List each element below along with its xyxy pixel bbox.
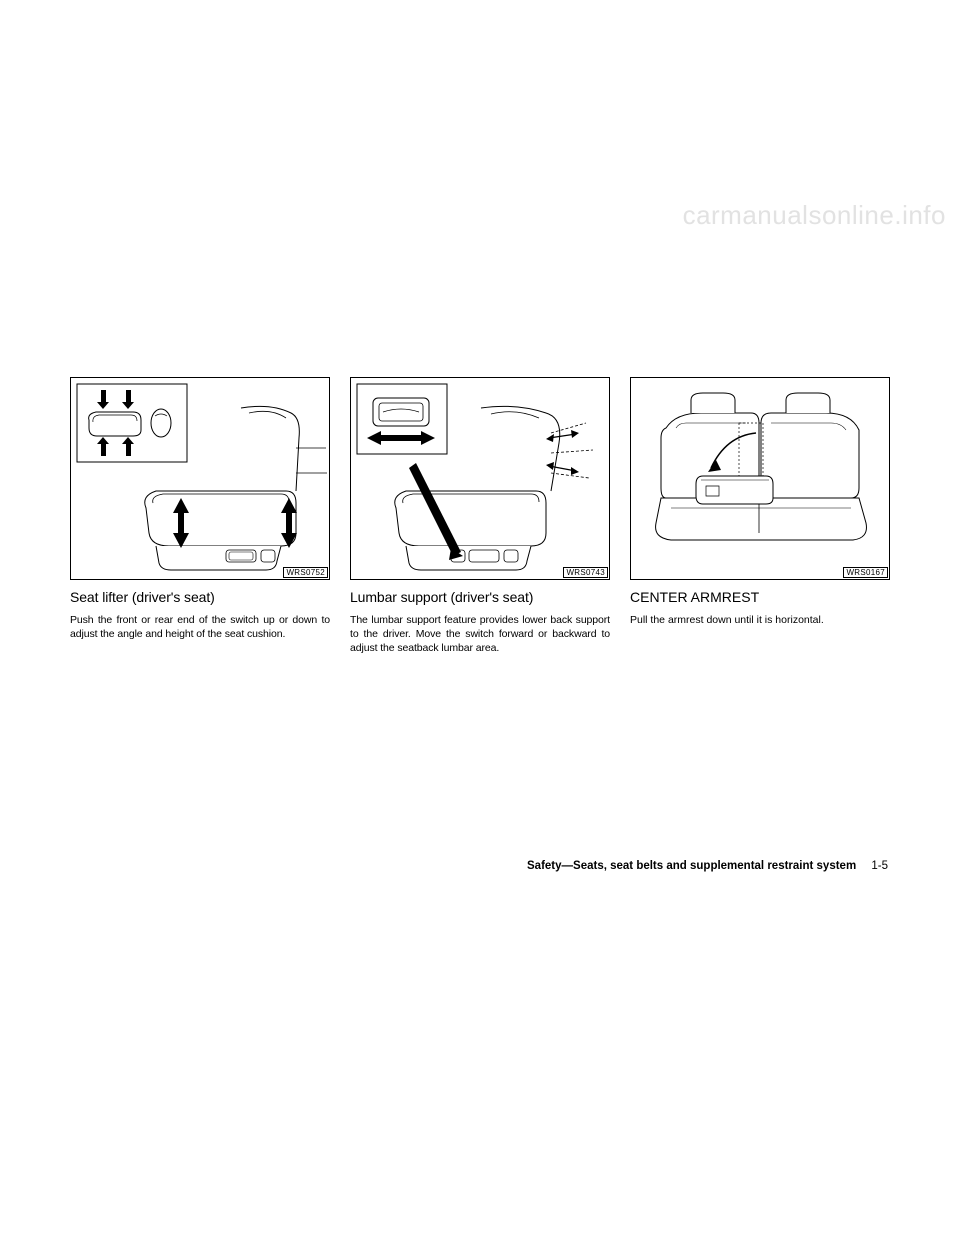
figure-code-label: WRS0167 <box>843 567 888 578</box>
heading-armrest: CENTER ARMREST <box>630 589 890 605</box>
figure-lumbar: WRS0743 <box>350 377 610 580</box>
heading-lumbar: Lumbar support (driver's seat) <box>350 589 610 605</box>
page-footer: Safety—Seats, seat belts and supplementa… <box>527 860 888 872</box>
seat-lifter-diagram <box>71 378 329 579</box>
heading-seat-lifter: Seat lifter (driver's seat) <box>70 589 330 605</box>
figure-seat-lifter: WRS0752 <box>70 377 330 580</box>
column-lumbar: WRS0743 Lumbar support (driver's seat) T… <box>350 377 610 656</box>
body-lumbar: The lumbar support feature provides lowe… <box>350 613 610 656</box>
column-armrest: WRS0167 CENTER ARMREST Pull the armrest … <box>630 377 890 656</box>
footer-chapter: Safety—Seats, seat belts and supplementa… <box>527 860 856 872</box>
body-armrest: Pull the armrest down until it is horizo… <box>630 613 890 627</box>
figure-code-label: WRS0752 <box>283 567 328 578</box>
watermark-text: carmanualsonline.info <box>683 200 946 231</box>
armrest-diagram <box>631 378 889 579</box>
figure-armrest: WRS0167 <box>630 377 890 580</box>
figure-code-label: WRS0743 <box>563 567 608 578</box>
body-seat-lifter: Push the front or rear end of the switch… <box>70 613 330 641</box>
lumbar-diagram <box>351 378 609 579</box>
column-seat-lifter: WRS0752 Seat lifter (driver's seat) Push… <box>70 377 330 656</box>
content-row: WRS0752 Seat lifter (driver's seat) Push… <box>70 377 890 656</box>
footer-page-number: 1-5 <box>871 860 888 872</box>
